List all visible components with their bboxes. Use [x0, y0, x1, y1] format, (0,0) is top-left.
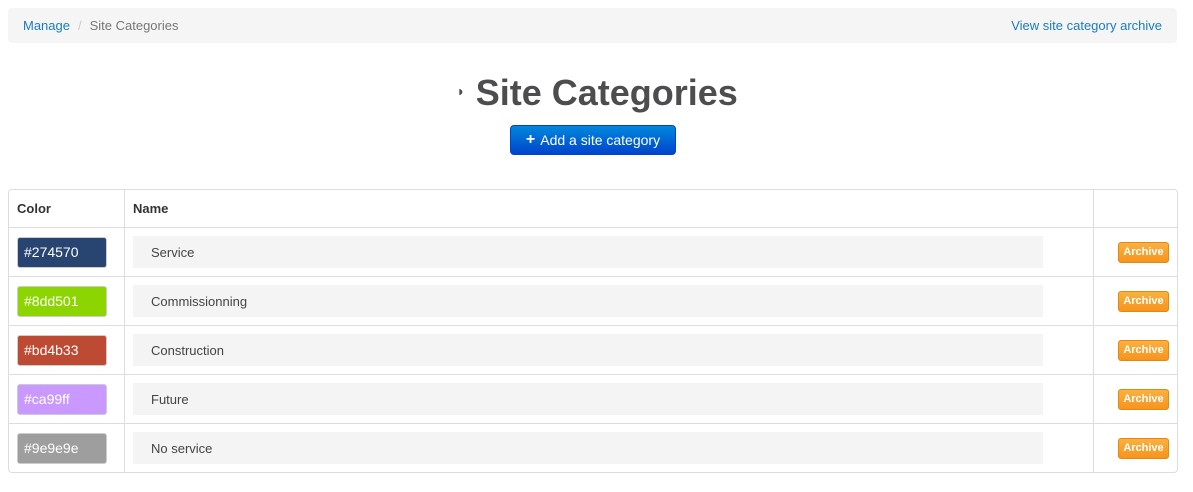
action-cell: Archive — [1093, 276, 1177, 325]
color-swatch[interactable]: #bd4b33 — [17, 334, 107, 366]
color-cell: #8dd501 — [9, 276, 124, 325]
archive-button[interactable]: Archive — [1118, 437, 1169, 459]
page-title: ◑ Site Categories — [0, 72, 1193, 114]
category-name-field[interactable]: Construction — [133, 334, 1043, 366]
name-cell: Construction — [124, 325, 1093, 374]
color-cell: #9e9e9e — [9, 423, 124, 472]
name-cell: Commissionning — [124, 276, 1093, 325]
breadcrumb-manage[interactable]: Manage — [23, 18, 70, 33]
action-cell: Archive — [1093, 423, 1177, 472]
table-row: #8dd501 Commissionning Archive — [9, 276, 1177, 325]
color-cell: #ca99ff — [9, 374, 124, 423]
name-cell: No service — [124, 423, 1093, 472]
breadcrumb-current: Site Categories — [89, 18, 179, 33]
color-cell: #274570 — [9, 227, 124, 276]
table-row: #274570 Service Archive — [9, 227, 1177, 276]
page-title-text: Site Categories — [475, 72, 738, 113]
add-site-category-button[interactable]: + Add a site category — [510, 125, 676, 155]
header-actions — [1093, 190, 1177, 227]
action-cell: Archive — [1093, 325, 1177, 374]
table-row: #bd4b33 Construction Archive — [9, 325, 1177, 374]
color-swatch[interactable]: #ca99ff — [17, 383, 107, 415]
category-name-field[interactable]: Future — [133, 383, 1043, 415]
plus-icon: + — [525, 131, 536, 148]
archive-button[interactable]: Archive — [1118, 388, 1169, 410]
color-cell: #bd4b33 — [9, 325, 124, 374]
category-name-field[interactable]: No service — [133, 432, 1043, 464]
archive-button[interactable]: Archive — [1118, 241, 1169, 263]
breadcrumb-separator: / — [77, 18, 82, 33]
header-name: Name — [124, 190, 1093, 227]
color-swatch[interactable]: #9e9e9e — [17, 432, 107, 464]
breadcrumb: Manage / Site Categories View site categ… — [8, 8, 1177, 43]
archive-button[interactable]: Archive — [1118, 290, 1169, 312]
header-color: Color — [17, 201, 51, 216]
table-row: #9e9e9e No service Archive — [9, 423, 1177, 472]
add-button-label: Add a site category — [540, 132, 661, 148]
name-cell: Future — [124, 374, 1093, 423]
name-cell: Service — [124, 227, 1093, 276]
table-row: #ca99ff Future Archive — [9, 374, 1177, 423]
site-categories-table: Color Name #274570 Service Archive #8dd50… — [8, 189, 1178, 473]
half-circle-icon: ◑ — [455, 83, 464, 100]
archive-button[interactable]: Archive — [1118, 339, 1169, 361]
color-swatch[interactable]: #274570 — [17, 236, 107, 268]
category-name-field[interactable]: Commissionning — [133, 285, 1043, 317]
action-cell: Archive — [1093, 374, 1177, 423]
category-name-field[interactable]: Service — [133, 236, 1043, 268]
action-cell: Archive — [1093, 227, 1177, 276]
color-swatch[interactable]: #8dd501 — [17, 285, 107, 317]
view-archive-link[interactable]: View site category archive — [1011, 18, 1162, 33]
